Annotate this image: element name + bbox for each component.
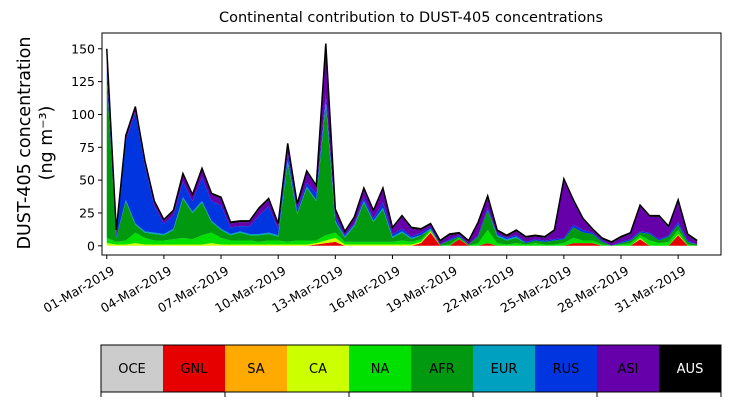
y-tick-label: 100 (71, 107, 95, 122)
area-series-na (106, 230, 698, 246)
legend-swatch-eur (473, 345, 536, 392)
total-outline-line (106, 43, 698, 243)
legend-swatch-asi (597, 345, 660, 392)
legend-label-eur: EUR (491, 362, 518, 377)
legend-label-na: NA (371, 362, 390, 377)
legend-label-asi: ASI (618, 362, 639, 377)
y-tick-label: 0 (87, 238, 95, 253)
y-tick-label: 150 (71, 41, 95, 56)
legend-label-gnl: GNL (180, 362, 208, 377)
legend-label-sa: SA (247, 362, 264, 377)
area-series-gnl (106, 232, 698, 246)
y-tick-label: 75 (79, 140, 95, 155)
legend-label-aus: AUS (677, 362, 704, 377)
y-axis-label-line2: (ng m⁻³) (37, 106, 57, 181)
area-series-rus (106, 69, 698, 246)
y-tick-label: 25 (79, 205, 95, 220)
legend-swatch-aus (659, 345, 722, 392)
legend-swatch-ca (287, 345, 350, 392)
plot-area (106, 43, 698, 246)
legend-label-rus: RUS (553, 362, 580, 377)
y-axis-label: DUST-405 concentration (ng m⁻³) (15, 37, 57, 250)
legend-swatch-gnl (163, 345, 226, 392)
legend-swatch-na (349, 345, 412, 392)
legend-label-ca: CA (309, 362, 327, 377)
area-series-asi (106, 44, 698, 246)
y-tick-label: 125 (71, 74, 95, 89)
plot-frame (101, 32, 722, 256)
legend-label-afr: AFR (429, 362, 454, 377)
legend-swatch-rus (535, 345, 598, 392)
legend-swatch-sa (225, 345, 288, 392)
chart-title: Continental contribution to DUST-405 con… (219, 10, 603, 26)
legend: OCE GNL SA CA NA AFR EUR RUS ASI AUS (100, 344, 722, 397)
legend-swatch-oce (101, 345, 164, 392)
legend-swatch-afr (411, 345, 474, 392)
y-tick-label: 50 (79, 173, 95, 188)
legend-label-oce: OCE (118, 362, 146, 377)
legend-frame (100, 344, 722, 393)
y-axis-label-line1: DUST-405 concentration (15, 37, 35, 250)
